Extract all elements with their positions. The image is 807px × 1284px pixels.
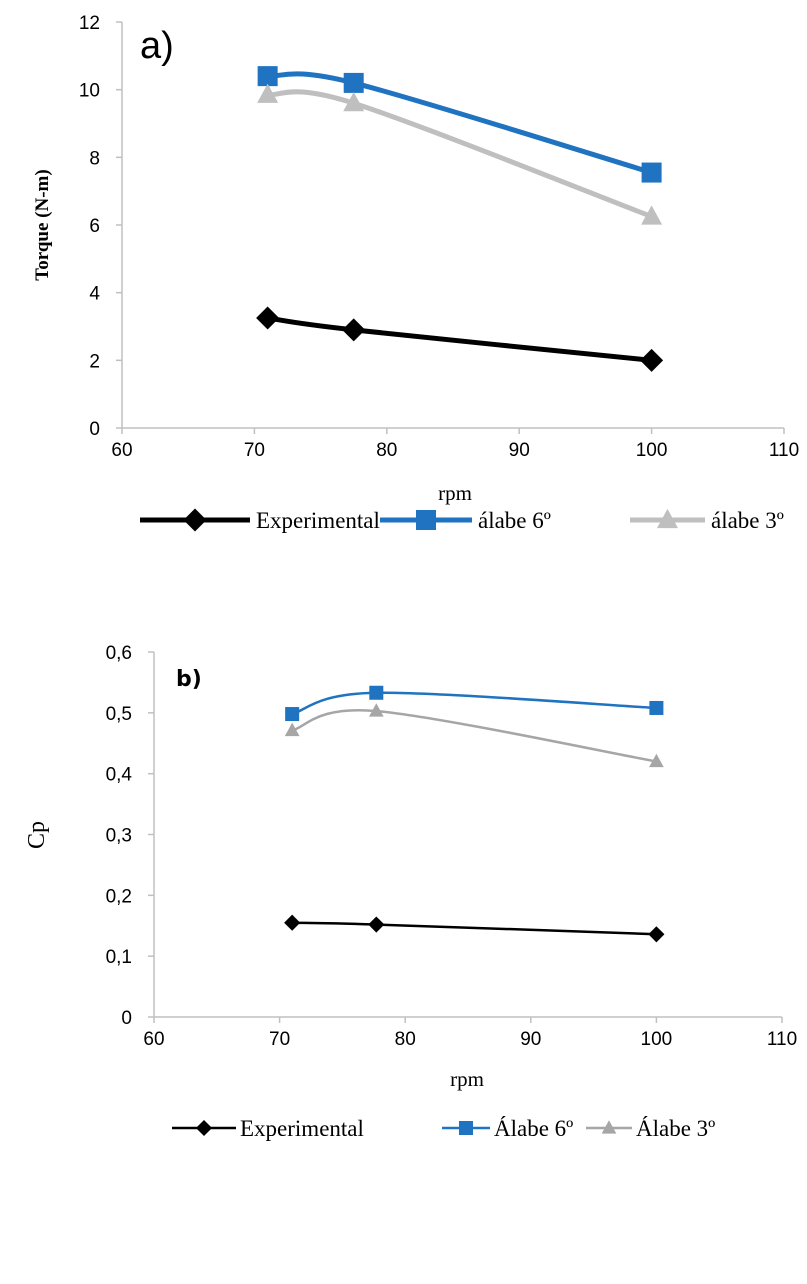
panel-label: b) bbox=[176, 667, 202, 692]
legend-label: Álabe 3º bbox=[636, 1116, 715, 1141]
y-tick-label: 0,5 bbox=[106, 704, 132, 725]
y-tick-label: 0,6 bbox=[106, 643, 132, 664]
legend-marker bbox=[416, 510, 436, 530]
x-tick-label: 110 bbox=[767, 1029, 797, 1050]
data-point bbox=[640, 348, 664, 372]
y-axis-title: Cp bbox=[24, 821, 50, 849]
y-tick-label: 4 bbox=[89, 284, 100, 305]
x-tick-label: 70 bbox=[244, 440, 265, 461]
x-tick-label: 60 bbox=[111, 440, 132, 461]
y-tick-label: 0 bbox=[121, 1008, 132, 1029]
y-tick-label: 0 bbox=[89, 419, 100, 440]
y-tick-label: 0,1 bbox=[106, 947, 132, 968]
y-tick-label: 0,3 bbox=[106, 826, 132, 847]
legend-marker bbox=[459, 1121, 473, 1135]
data-point bbox=[648, 926, 665, 943]
data-point bbox=[257, 83, 279, 103]
y-tick-label: 2 bbox=[89, 351, 100, 372]
data-point bbox=[343, 92, 365, 112]
data-point bbox=[257, 66, 278, 87]
legend-item: álabe 3º bbox=[630, 508, 784, 533]
y-tick-label: 8 bbox=[89, 148, 100, 169]
series-line bbox=[290, 708, 658, 763]
x-axis-title: rpm bbox=[438, 481, 472, 505]
data-point bbox=[368, 916, 385, 933]
data-point bbox=[285, 707, 300, 722]
series-1 bbox=[284, 914, 665, 943]
data-point bbox=[641, 162, 662, 183]
legend-marker bbox=[195, 1119, 213, 1137]
series-line bbox=[265, 89, 655, 220]
data-point bbox=[284, 722, 300, 737]
chart-panel-b: 0 0,1 0,2 0,3 0,4 0,5 0,6 60 70 80 90 100 110 rpm Cp b)… bbox=[24, 643, 797, 1141]
x-axis-title: rpm bbox=[450, 1067, 484, 1091]
series-1 bbox=[256, 306, 664, 372]
legend: Experimental Álabe 6º Álabe 3º bbox=[172, 1116, 715, 1141]
series-3 bbox=[257, 83, 663, 225]
y-tick-label: 12 bbox=[79, 13, 100, 34]
data-point bbox=[284, 914, 301, 931]
x-tick-label: 90 bbox=[520, 1029, 541, 1050]
legend-marker bbox=[657, 508, 678, 529]
legend-item: Álabe 3º bbox=[586, 1116, 715, 1141]
series-2 bbox=[257, 66, 662, 183]
x-tick-label: 90 bbox=[509, 440, 530, 461]
x-tick-label: 60 bbox=[143, 1029, 164, 1050]
data-point bbox=[343, 72, 364, 93]
x-tick-label: 100 bbox=[636, 440, 668, 461]
data-point bbox=[641, 205, 663, 225]
chart-panel-a: 0 2 4 6 8 10 12 60 70 80 90 100 110 rpm Torque (N-m) a)… bbox=[32, 13, 799, 533]
legend-item: Experimental bbox=[140, 508, 380, 533]
data-point bbox=[256, 306, 280, 330]
data-point bbox=[649, 700, 664, 715]
y-tick-label: 10 bbox=[79, 81, 100, 102]
legend-label: álabe 3º bbox=[711, 508, 784, 533]
x-tick-label: 80 bbox=[376, 440, 397, 461]
y-tick-label: 0,4 bbox=[106, 765, 133, 786]
legend-marker bbox=[601, 1120, 617, 1134]
legend-item: Experimental bbox=[172, 1116, 364, 1141]
x-tick-label: 70 bbox=[269, 1029, 290, 1050]
panel-label: a) bbox=[140, 25, 174, 67]
y-tick-label: 6 bbox=[89, 216, 100, 237]
data-point bbox=[649, 753, 664, 768]
y-tick-label: 0,2 bbox=[106, 886, 132, 907]
data-point bbox=[369, 685, 384, 700]
series-line bbox=[265, 315, 655, 363]
legend-item: álabe 6º bbox=[380, 508, 551, 533]
x-tick-label: 110 bbox=[769, 440, 799, 461]
legend: Experimental álabe 6º álabe 3º bbox=[140, 508, 784, 533]
x-tick-label: 80 bbox=[395, 1029, 416, 1050]
legend-label: álabe 6º bbox=[478, 508, 551, 533]
series-line bbox=[290, 921, 658, 936]
x-tick-label: 100 bbox=[641, 1029, 673, 1050]
series-line bbox=[265, 71, 655, 176]
series-line bbox=[290, 691, 658, 716]
y-axis-title: Torque (N-m) bbox=[32, 169, 53, 280]
data-point bbox=[342, 318, 366, 342]
series-2 bbox=[285, 685, 664, 722]
data-point bbox=[368, 703, 384, 717]
legend-marker bbox=[183, 508, 207, 532]
legend-label: Álabe 6º bbox=[494, 1116, 573, 1141]
legend-label: Experimental bbox=[256, 508, 380, 533]
series-3 bbox=[284, 703, 664, 768]
legend-label: Experimental bbox=[240, 1116, 364, 1141]
legend-item: Álabe 6º bbox=[442, 1116, 573, 1141]
